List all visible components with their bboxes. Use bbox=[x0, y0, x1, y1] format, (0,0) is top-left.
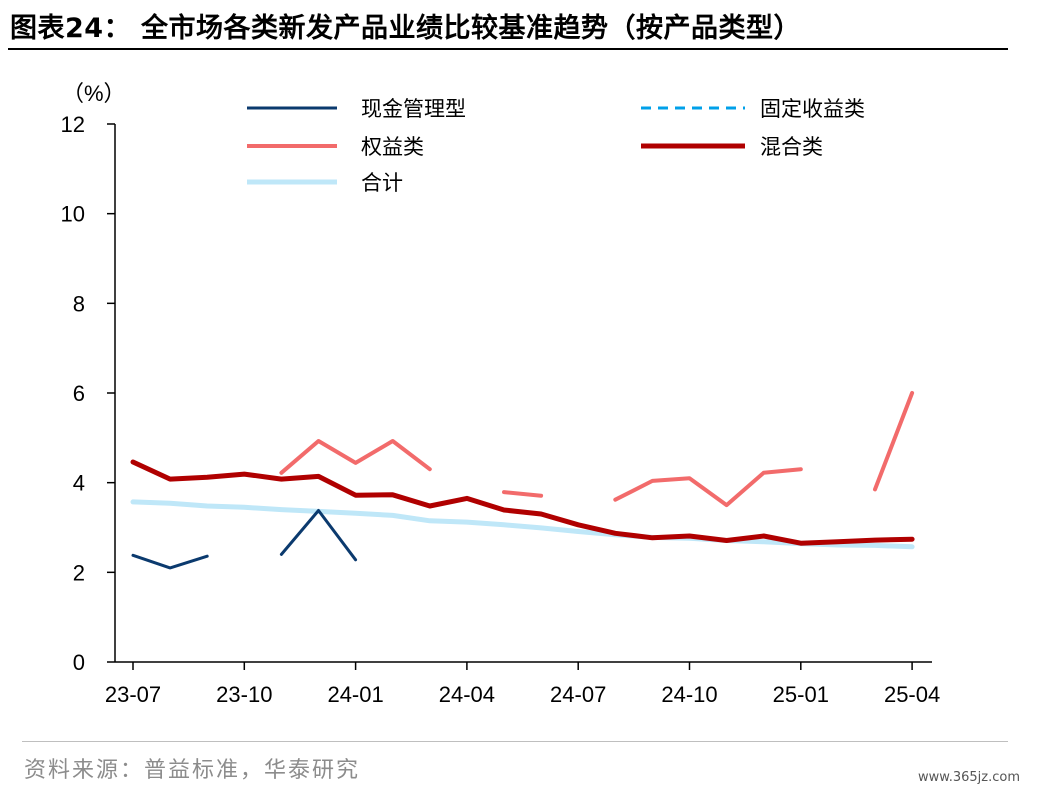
figure-title: 图表24： 全市场各类新发产品业绩比较基准趋势（按产品类型） bbox=[10, 13, 801, 44]
legend-label-0: 现金管理型 bbox=[361, 97, 466, 121]
x-tick-label: 24-01 bbox=[327, 682, 383, 707]
chart-series bbox=[130, 391, 915, 570]
series-line-2 bbox=[873, 391, 915, 492]
series-line-3 bbox=[130, 459, 915, 546]
y-tick-label: 10 bbox=[61, 202, 85, 227]
series-line-2 bbox=[613, 467, 803, 508]
legend-label-4: 合计 bbox=[361, 171, 403, 195]
chart-axes: 0 2 4 6 8 10 12 23-07 23-10 24-01 24-04 24-07 24-10 2… bbox=[61, 112, 941, 707]
y-tick-label: 8 bbox=[73, 291, 85, 316]
watermark: www.365jz.com bbox=[918, 770, 1020, 785]
y-tick-label: 12 bbox=[61, 112, 85, 137]
x-tick-label: 24-07 bbox=[550, 682, 606, 707]
legend-label-2: 权益类 bbox=[361, 135, 424, 159]
y-tick-label: 0 bbox=[73, 650, 85, 675]
series-line-2 bbox=[502, 490, 544, 498]
x-tick-label: 24-04 bbox=[439, 682, 495, 707]
y-tick-label: 6 bbox=[73, 381, 85, 406]
x-tick-label: 25-04 bbox=[884, 682, 940, 707]
source-note: 资料来源：普益标准，华泰研究 bbox=[24, 758, 361, 783]
series-line-0 bbox=[279, 509, 358, 562]
y-axis-unit-label: （%） bbox=[62, 81, 126, 106]
series-line-2 bbox=[279, 439, 432, 475]
title-rule bbox=[8, 48, 1008, 50]
x-tick-label: 24-10 bbox=[661, 682, 717, 707]
x-tick-label: 23-07 bbox=[105, 682, 161, 707]
legend-label-3: 混合类 bbox=[760, 135, 823, 159]
series-line-0 bbox=[131, 553, 209, 570]
y-tick-label: 2 bbox=[73, 560, 85, 585]
series-line-4 bbox=[130, 499, 915, 550]
source-rule bbox=[22, 741, 1008, 742]
line-chart: （%） 0 2 4 6 8 10 12 23-07 23-10 24-01 24-04 24-07 24… bbox=[61, 81, 941, 707]
legend-label-1: 固定收益类 bbox=[760, 97, 865, 121]
y-tick-label: 4 bbox=[73, 471, 85, 496]
x-tick-label: 23-10 bbox=[216, 682, 272, 707]
x-tick-label: 25-01 bbox=[773, 682, 829, 707]
